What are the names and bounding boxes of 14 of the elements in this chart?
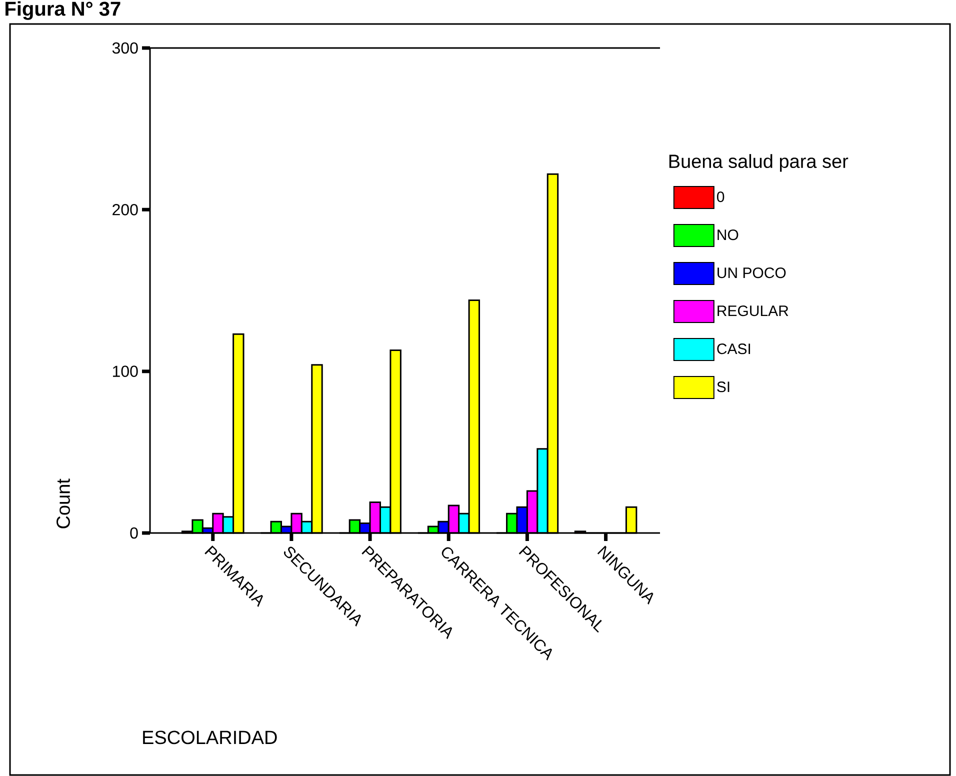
x-axis-title: ESCOLARIDAD [143, 730, 277, 744]
y-tick-label: 0 [130, 527, 138, 539]
y-tick-label: 200 [112, 204, 138, 216]
chart-title: Figura N° 37 [6, 1, 120, 20]
legend-label: UN POCO [718, 268, 786, 278]
legend-label: NO [718, 230, 738, 240]
legend-label: SI [717, 382, 730, 392]
y-axis-title: Count [56, 478, 70, 528]
legend-title: Buena salud para ser [669, 154, 848, 172]
y-tick-label: 100 [113, 366, 138, 377]
legend-label: REGULAR [718, 306, 788, 316]
legend-label: CASI [717, 344, 750, 354]
legend-label: 0 [716, 192, 724, 202]
y-tick-label: 300 [112, 42, 138, 54]
